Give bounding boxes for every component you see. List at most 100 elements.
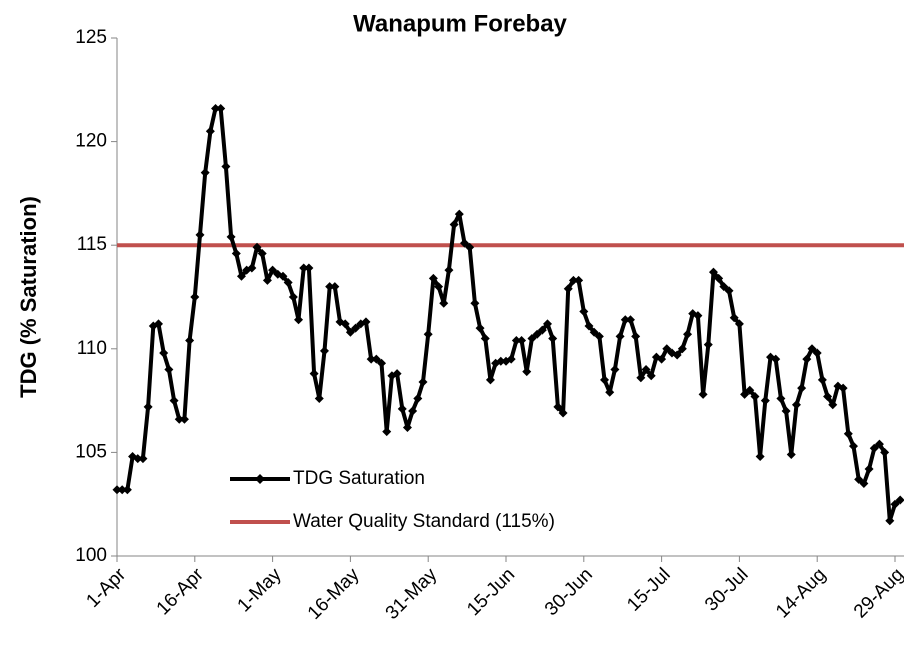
data-point [563,284,573,294]
data-point [584,321,594,331]
data-point [781,406,791,416]
data-point [517,336,527,346]
data-point [854,474,864,484]
data-point [257,248,267,258]
data-point [216,103,226,113]
data-point [299,263,309,273]
data-point [309,369,319,379]
data-point [211,103,221,113]
data-point [304,263,314,273]
data-point [843,429,853,439]
data-point [802,354,812,364]
data-point [791,400,801,410]
data-point [750,391,760,401]
data-point [345,327,355,337]
data-point [236,271,246,281]
data-point [465,242,475,252]
data-point [340,319,350,329]
data-point [143,402,153,412]
data-point [278,271,288,281]
data-point [153,319,163,329]
data-point [574,275,584,285]
data-point [760,396,770,406]
data-point [812,348,822,358]
data-point [885,516,895,526]
data-point [221,161,231,171]
data-point [646,371,656,381]
data-point [548,333,558,343]
data-point [377,358,387,368]
y-axis-title: TDG (% Saturation) [16,196,41,398]
data-point [366,354,376,364]
data-point [397,404,407,414]
data-point [786,449,796,459]
data-point [745,385,755,395]
data-point [231,248,241,258]
data-point [247,263,257,273]
x-tick-label: 15-Jul [623,564,674,615]
data-point [677,344,687,354]
data-point [402,423,412,433]
data-point [262,275,272,285]
data-point [755,452,765,462]
data-point [485,375,495,385]
data-point [874,439,884,449]
data-point [319,346,329,356]
data-point [330,282,340,292]
chart-title: Wanapum Forebay [353,10,567,37]
y-tick-label: 100 [75,545,107,566]
data-point [351,323,361,333]
data-point [423,329,433,339]
data-point [174,414,184,424]
data-point [864,464,874,474]
data-point [579,307,589,317]
data-point [869,443,879,453]
data-point [672,350,682,360]
data-point [532,329,542,339]
data-point [610,365,620,375]
y-tick-label: 115 [77,234,107,255]
data-point [771,354,781,364]
data-point [641,365,651,375]
x-tick-label: 16-Apr [153,564,209,620]
data-point [698,389,708,399]
data-point [823,391,833,401]
data-point [434,282,444,292]
data-line [117,106,902,523]
data-point [480,333,490,343]
data-point [460,238,470,248]
data-point [439,298,449,308]
data-point [117,485,127,495]
data-point [631,331,641,341]
data-point [179,414,189,424]
data-point [496,356,506,366]
data-point [288,292,298,302]
data-point [880,447,890,457]
x-tick-label: 14-Aug [772,564,830,622]
data-point [807,344,817,354]
x-tick-label: 1-May [233,564,286,617]
data-point [553,402,563,412]
data-point [511,336,521,346]
data-point [620,315,630,325]
data-point [226,232,236,242]
data-point [475,323,485,333]
data-point [413,394,423,404]
data-point [408,406,418,416]
data-point [268,265,278,275]
data-point [314,394,324,404]
data-point [776,394,786,404]
data-point [522,367,532,377]
data-point [382,427,392,437]
legend-marker [255,474,265,484]
data-point [708,267,718,277]
data-point [294,315,304,325]
data-point [190,292,200,302]
data-point [449,219,459,229]
x-tick-label: 30-Jun [541,564,597,620]
data-point [527,333,537,343]
data-point [662,344,672,354]
legend-label: TDG Saturation [293,468,425,489]
data-point [195,230,205,240]
legend-label: Water Quality Standard (115%) [293,511,555,532]
